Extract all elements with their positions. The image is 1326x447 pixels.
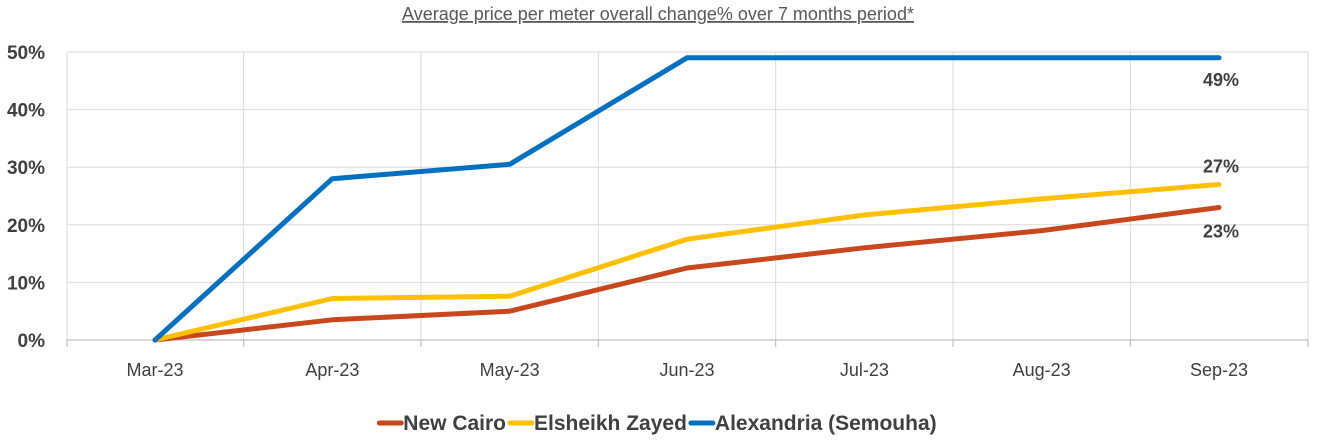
legend-label: Alexandria (Semouha) — [715, 412, 937, 435]
y-axis-ticks: 0% 10% 20% 30% 40% 50% — [7, 43, 45, 352]
series-line — [152, 205, 1222, 343]
x-axis-ticks: Mar-23 Apr-23 May-23 Jun-23 Jul-23 Aug-23 Sep-… — [126, 360, 1248, 380]
data-labels: 23% 27% 49% — [1203, 70, 1239, 242]
legend-item: New Cairo — [376, 412, 506, 435]
x-tick-label: May-23 — [480, 360, 540, 380]
series-line — [152, 182, 1222, 343]
y-tick-label: 40% — [7, 101, 45, 122]
x-tick-label: Mar-23 — [126, 360, 183, 380]
data-label: 23% — [1203, 222, 1239, 242]
legend-label: Elsheikh Zayed — [534, 412, 687, 435]
x-tick-label: Sep-23 — [1190, 360, 1248, 380]
data-label: 27% — [1203, 156, 1239, 176]
legend: New Cairo Elsheikh Zayed Alexandria (Semou… — [376, 412, 937, 435]
legend-item: Elsheikh Zayed — [507, 412, 687, 435]
x-tick-label: Apr-23 — [305, 360, 359, 380]
chart-title: Average price per meter overall change% … — [402, 4, 914, 24]
data-label: 49% — [1203, 70, 1239, 90]
legend-label: New Cairo — [403, 412, 506, 435]
x-tick-label: Aug-23 — [1013, 360, 1071, 380]
y-tick-label: 30% — [7, 158, 45, 179]
y-tick-label: 10% — [7, 273, 45, 294]
y-tick-label: 20% — [7, 216, 45, 237]
series-lines — [152, 55, 1222, 343]
grid — [66, 51, 1309, 347]
x-tick-label: Jul-23 — [840, 360, 889, 380]
series-line — [152, 55, 1222, 343]
y-tick-label: 50% — [7, 43, 45, 64]
x-tick-label: Jun-23 — [659, 360, 714, 380]
y-tick-label: 0% — [18, 331, 46, 352]
legend-item: Alexandria (Semouha) — [688, 412, 937, 435]
